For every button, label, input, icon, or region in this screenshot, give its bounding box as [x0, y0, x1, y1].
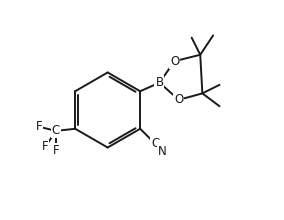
Text: F: F: [53, 144, 59, 157]
Text: C: C: [52, 124, 60, 138]
Text: C: C: [151, 137, 159, 150]
Text: B: B: [155, 76, 164, 89]
Text: O: O: [170, 55, 179, 68]
Text: F: F: [42, 141, 49, 154]
Text: N: N: [158, 145, 167, 158]
Text: O: O: [174, 93, 183, 106]
Text: F: F: [36, 120, 42, 133]
